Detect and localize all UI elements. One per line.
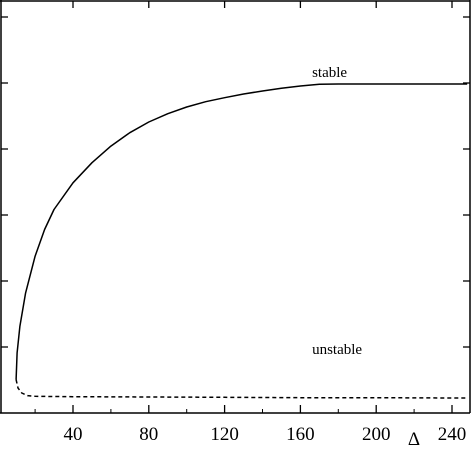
chart-labels: stable unstable Δ — [312, 65, 420, 450]
x-tick-label: 160 — [286, 424, 315, 445]
x-tick-label: 80 — [139, 424, 158, 445]
x-axis-label: Δ — [408, 429, 420, 450]
x-tick-label: 200 — [362, 424, 391, 445]
x-tick-label: 120 — [210, 424, 239, 445]
x-tick-label: 240 — [438, 424, 467, 445]
series-line-stable — [15, 83, 468, 380]
plot-axes — [0, 0, 471, 414]
x-tick-label: 40 — [64, 424, 83, 445]
curve-label-stable: stable — [312, 65, 347, 81]
axis-ticks: 40 80 120 160 200 240 — [1, 1, 470, 445]
chart-series — [15, 83, 468, 399]
curve-label-unstable: unstable — [312, 342, 362, 358]
series-line-unstable — [15, 379, 468, 399]
